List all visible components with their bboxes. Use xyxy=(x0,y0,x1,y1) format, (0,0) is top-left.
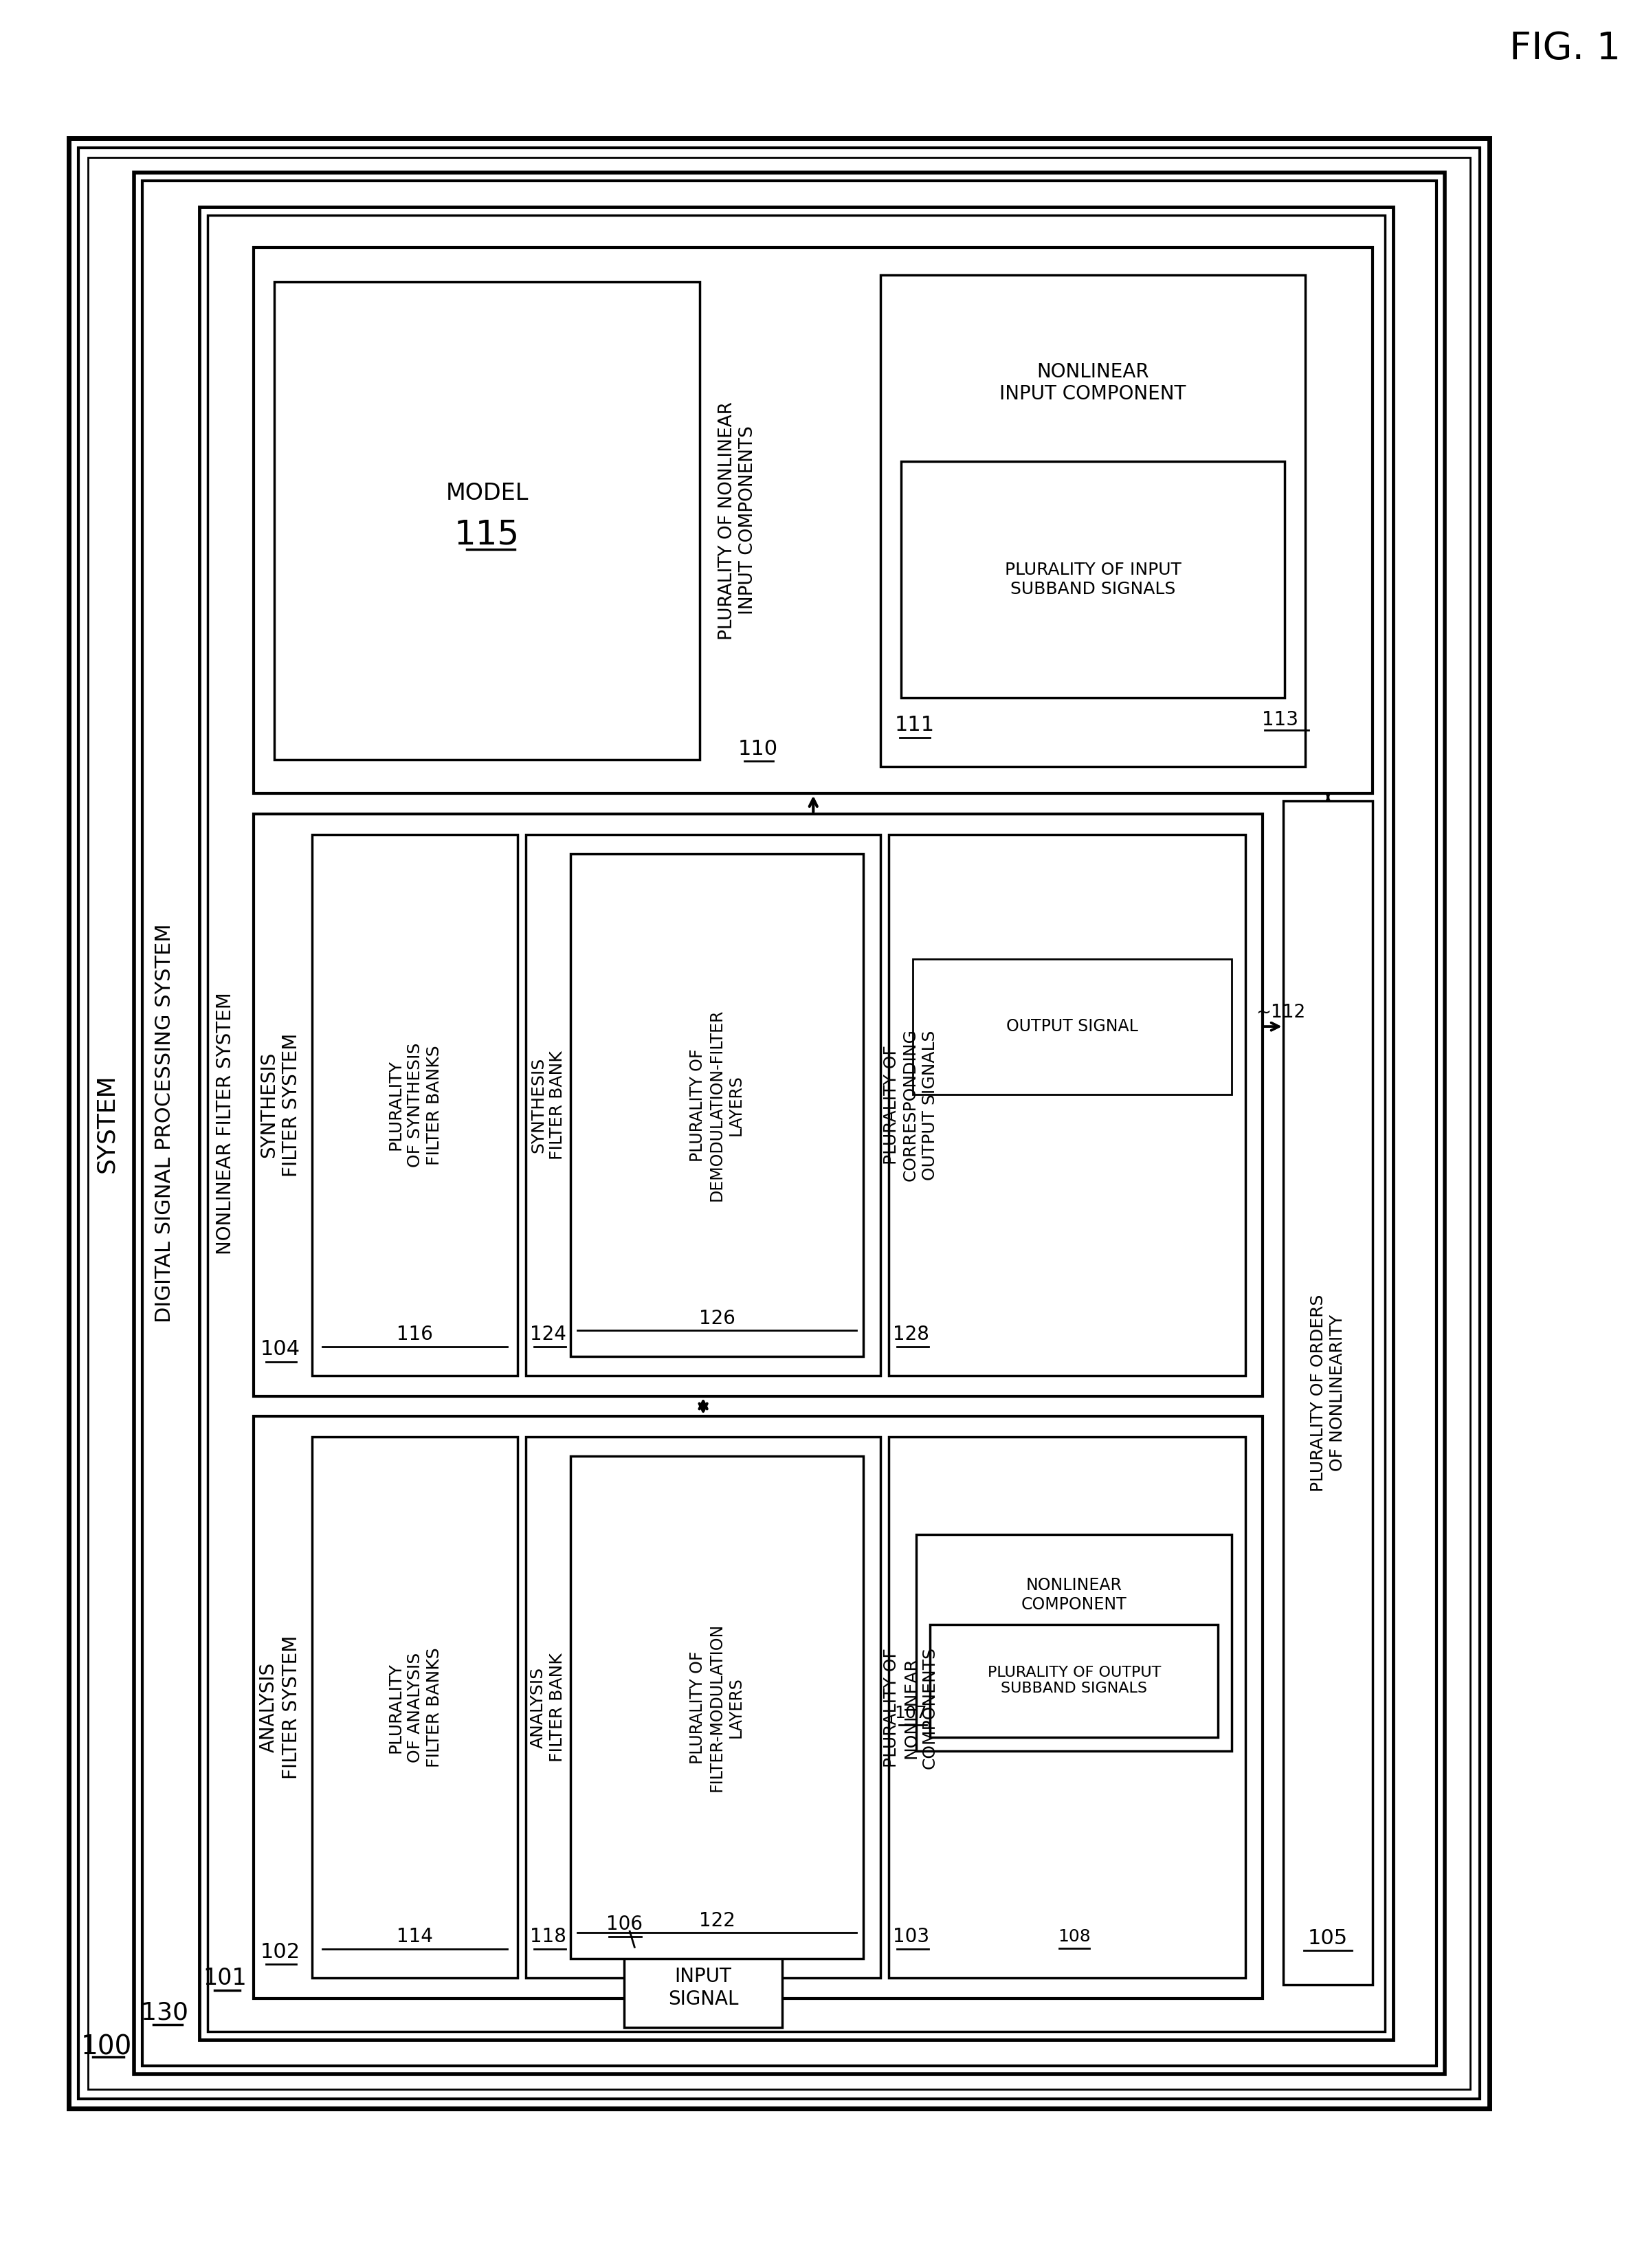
Text: NONLINEAR FILTER SYSTEM: NONLINEAR FILTER SYSTEM xyxy=(215,991,235,1254)
Text: SYSTEM: SYSTEM xyxy=(95,1075,117,1173)
Bar xyxy=(142,181,1437,2066)
Text: PLURALITY OF ORDERS
OF NONLINEARITY: PLURALITY OF ORDERS OF NONLINEARITY xyxy=(1310,1295,1346,1492)
Text: FIG. 1: FIG. 1 xyxy=(1509,29,1621,68)
Text: DIGITAL SIGNAL PROCESSING SYSTEM: DIGITAL SIGNAL PROCESSING SYSTEM xyxy=(155,923,175,1322)
Bar xyxy=(199,206,1393,2039)
Text: PLURALITY
OF ANALYSIS
FILTER BANKS: PLURALITY OF ANALYSIS FILTER BANKS xyxy=(388,1647,442,1767)
Bar xyxy=(917,1535,1231,1751)
Text: 103: 103 xyxy=(892,1928,930,1946)
Bar xyxy=(254,814,1262,1397)
Bar xyxy=(207,215,1385,2032)
Text: 104: 104 xyxy=(259,1340,300,1359)
Text: SYNTHESIS
FILTER SYSTEM: SYNTHESIS FILTER SYSTEM xyxy=(259,1034,300,1177)
Text: ANALYSIS
FILTER SYSTEM: ANALYSIS FILTER SYSTEM xyxy=(259,1635,300,1780)
Text: ~112: ~112 xyxy=(1256,1005,1305,1023)
Bar xyxy=(930,1624,1218,1737)
Text: 107: 107 xyxy=(894,1706,926,1721)
Bar xyxy=(525,1438,881,1978)
Text: PLURALITY OF INPUT
SUBBAND SIGNALS: PLURALITY OF INPUT SUBBAND SIGNALS xyxy=(1005,562,1181,596)
Text: 101: 101 xyxy=(204,1966,246,1989)
Text: OUTPUT SIGNAL: OUTPUT SIGNAL xyxy=(1006,1018,1138,1034)
Text: INPUT
SIGNAL: INPUT SIGNAL xyxy=(669,1966,739,2009)
Text: PLURALITY OF NONLINEAR
INPUT COMPONENTS: PLURALITY OF NONLINEAR INPUT COMPONENTS xyxy=(718,401,757,640)
Text: ANALYSIS
FILTER BANK: ANALYSIS FILTER BANK xyxy=(530,1653,566,1762)
Text: PLURALITY OF
CORRESPONDING
OUTPUT SIGNALS: PLURALITY OF CORRESPONDING OUTPUT SIGNAL… xyxy=(884,1030,938,1182)
Text: PLURALITY OF
NONLINEAR
COMPONENTS: PLURALITY OF NONLINEAR COMPONENTS xyxy=(884,1647,938,1769)
Bar xyxy=(889,835,1246,1377)
Text: 106: 106 xyxy=(607,1914,643,1935)
Text: 113: 113 xyxy=(1262,710,1298,730)
Text: 130: 130 xyxy=(140,2000,189,2023)
Text: 116: 116 xyxy=(396,1325,434,1345)
Bar xyxy=(571,853,863,1356)
Text: 110: 110 xyxy=(739,739,778,760)
Bar xyxy=(274,281,700,760)
Bar xyxy=(900,463,1285,699)
Text: 105: 105 xyxy=(1308,1928,1347,1948)
Text: NONLINEAR
COMPONENT: NONLINEAR COMPONENT xyxy=(1021,1576,1127,1613)
Text: 118: 118 xyxy=(530,1928,566,1946)
Bar xyxy=(254,1415,1262,1998)
Text: 111: 111 xyxy=(895,714,935,735)
Bar xyxy=(69,138,1489,2109)
Text: SYNTHESIS
FILTER BANK: SYNTHESIS FILTER BANK xyxy=(530,1050,566,1159)
Text: 124: 124 xyxy=(530,1325,566,1345)
Bar xyxy=(312,1438,517,1978)
Text: 102: 102 xyxy=(259,1941,300,1962)
Bar xyxy=(625,1948,783,2028)
Text: MODEL: MODEL xyxy=(445,481,528,503)
Text: 100: 100 xyxy=(82,2034,132,2059)
Text: PLURALITY
OF SYNTHESIS
FILTER BANKS: PLURALITY OF SYNTHESIS FILTER BANKS xyxy=(388,1043,442,1168)
Bar xyxy=(881,274,1305,767)
Text: PLURALITY OF OUTPUT
SUBBAND SIGNALS: PLURALITY OF OUTPUT SUBBAND SIGNALS xyxy=(987,1667,1161,1696)
Text: 115: 115 xyxy=(455,517,520,551)
Bar xyxy=(571,1456,863,1960)
Text: 114: 114 xyxy=(396,1928,434,1946)
Text: PLURALITY OF
DEMODULATION-FILTER
LAYERS: PLURALITY OF DEMODULATION-FILTER LAYERS xyxy=(690,1009,744,1202)
Text: PLURALITY OF
FILTER-MODULATION
LAYERS: PLURALITY OF FILTER-MODULATION LAYERS xyxy=(690,1624,744,1792)
Bar xyxy=(312,835,517,1377)
Bar xyxy=(88,156,1470,2089)
Text: 108: 108 xyxy=(1057,1928,1091,1946)
Bar xyxy=(1284,801,1373,1985)
Text: NONLINEAR
INPUT COMPONENT: NONLINEAR INPUT COMPONENT xyxy=(1000,363,1186,404)
Bar xyxy=(889,1438,1246,1978)
Text: 122: 122 xyxy=(698,1912,736,1930)
Bar xyxy=(254,247,1373,794)
Bar xyxy=(78,147,1479,2098)
Text: 128: 128 xyxy=(892,1325,930,1345)
Bar xyxy=(913,959,1231,1093)
Bar xyxy=(134,172,1445,2075)
Text: 126: 126 xyxy=(698,1309,736,1329)
Bar xyxy=(525,835,881,1377)
